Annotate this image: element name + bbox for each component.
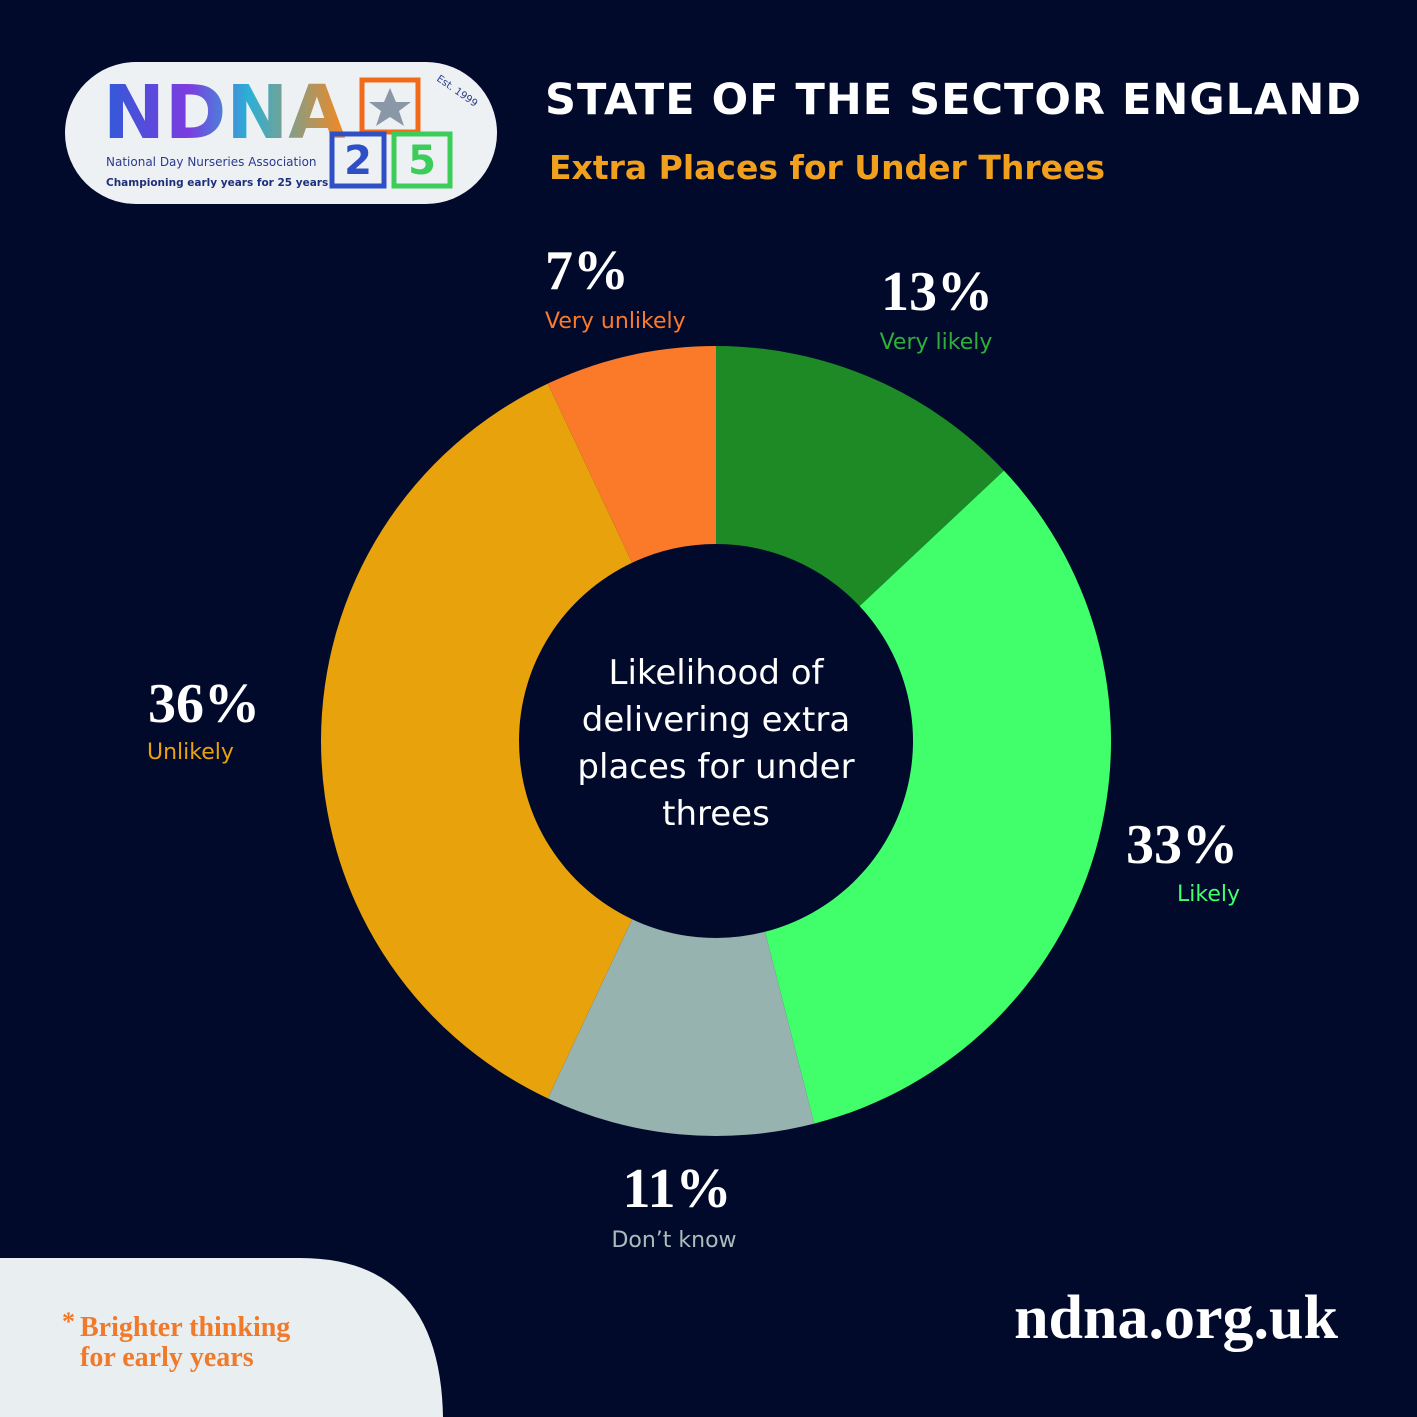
category-label: Unlikely xyxy=(147,740,234,765)
donut-slice xyxy=(320,383,633,1099)
category-label: Very unlikely xyxy=(545,309,686,334)
logo-block xyxy=(329,131,387,189)
title: STATE OF THE SECTOR ENGLAND xyxy=(545,75,1362,125)
donut-slice xyxy=(547,346,716,563)
center-label: Likelihood of delivering extra places fo… xyxy=(577,653,855,834)
donut-slice xyxy=(716,346,1004,607)
logo-full-name: National Day Nurseries Association xyxy=(106,155,317,169)
value-label: 7% xyxy=(545,240,629,302)
donut-slice xyxy=(764,470,1111,1124)
subtitle: Extra Places for Under Threes xyxy=(549,148,1105,187)
value-label: 11% xyxy=(623,1158,732,1220)
value-label: 13% xyxy=(881,261,993,323)
logo-block-digit: 5 xyxy=(408,138,436,184)
logo-block-digit: 2 xyxy=(344,138,372,184)
logo-star xyxy=(369,88,411,126)
logo-block xyxy=(359,77,421,135)
value-label: 33% xyxy=(1126,814,1238,876)
category-label: Likely xyxy=(1177,882,1240,907)
logo-name: NDNA xyxy=(103,70,346,156)
category-label: Don’t know xyxy=(611,1228,736,1253)
value-label: 36% xyxy=(148,673,260,735)
footer-star: * xyxy=(62,1307,75,1336)
footer-slogan: for early years xyxy=(80,1342,254,1373)
logo-block xyxy=(391,131,453,189)
footer-slogan: Brighter thinking xyxy=(80,1312,290,1343)
donut-slice xyxy=(547,919,815,1136)
website: ndna.org.uk xyxy=(1014,1284,1338,1352)
footer-panel xyxy=(0,1258,443,1417)
logo-tagline: Championing early years for 25 years xyxy=(106,177,328,189)
category-label: Very likely xyxy=(880,330,993,355)
